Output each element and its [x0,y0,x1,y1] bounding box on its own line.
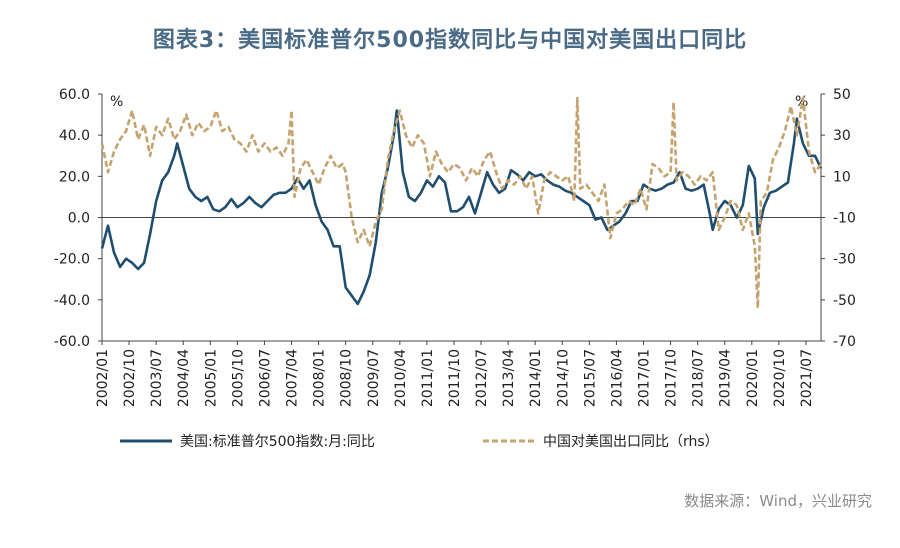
left-tick-label: 60.0 [59,87,90,103]
series-layer [100,96,823,310]
x-tick-label: 2020/10 [772,349,788,407]
x-tick-label: 2006/07 [257,349,273,407]
x-tick-label: 2012/07 [474,349,490,407]
x-tick-label: 2016/04 [609,349,625,407]
left-tick-label: 0.0 [68,211,90,227]
x-tick-label: 2017/10 [664,349,680,407]
left-unit-label: % [110,94,123,110]
x-tick-label: 2005/10 [230,349,246,407]
left-tick-label: -20.0 [54,252,90,268]
axes-layer: 60.0 40.0 20.0 0.0 -20.0 -40.0 -60.0 50 30 10 -10 -… [54,87,856,407]
series-line-sp500 [100,109,823,306]
x-tick-label: 2019/04 [718,349,734,407]
x-tick-label: 2013/04 [501,349,517,407]
x-tick-label: 2010/04 [393,349,409,407]
x-tick-label: 2021/07 [799,349,815,407]
series-line-cn-export [100,96,823,310]
right-tick-label: 10 [833,169,851,185]
right-tick-label: 50 [833,87,851,103]
source-note: 数据来源：Wind，兴业研究 [684,492,872,510]
left-tick-label: 40.0 [59,128,90,144]
x-tick-label: 2008/01 [312,349,328,407]
right-tick-label: -10 [833,211,856,227]
left-tick-label: -40.0 [54,293,90,309]
x-tick-label: 2020/01 [745,349,761,407]
x-tick-label: 2008/10 [339,349,355,407]
x-tick-label: 2017/01 [637,349,653,407]
x-tick-label: 2015/07 [582,349,598,407]
right-tick-label: 30 [833,128,851,144]
x-tick-label: 2003/07 [149,349,165,407]
x-tick-label: 2007/04 [285,349,301,407]
x-tick-label: 2009/07 [366,349,382,407]
x-tick-label: 2002/01 [95,349,111,407]
right-tick-label: -70 [833,334,856,350]
right-tick-label: -30 [833,252,856,268]
x-tick-label: 2018/07 [691,349,707,407]
x-tick-label: 2011/01 [420,349,436,407]
x-tick-label: 2014/10 [555,349,571,407]
chart-title: 图表3：美国标准普尔500指数同比与中国对美国出口同比 [152,28,748,53]
x-tick-label: 2014/01 [528,349,544,407]
legend-label-sp500: 美国:标准普尔500指数:月:同比 [180,434,375,450]
right-tick-label: -50 [833,293,856,309]
legend-label-cn-export: 中国对美国出口同比（rhs） [543,434,719,450]
x-tick-label: 2002/10 [122,349,138,407]
left-tick-label: 20.0 [59,169,90,185]
legend: 美国:标准普尔500指数:月:同比 中国对美国出口同比（rhs） [120,434,719,450]
x-tick-label: 2005/01 [203,349,219,407]
x-tick-label: 2004/04 [176,349,192,407]
x-tick-label: 2011/10 [447,349,463,407]
left-tick-label: -60.0 [54,334,90,350]
